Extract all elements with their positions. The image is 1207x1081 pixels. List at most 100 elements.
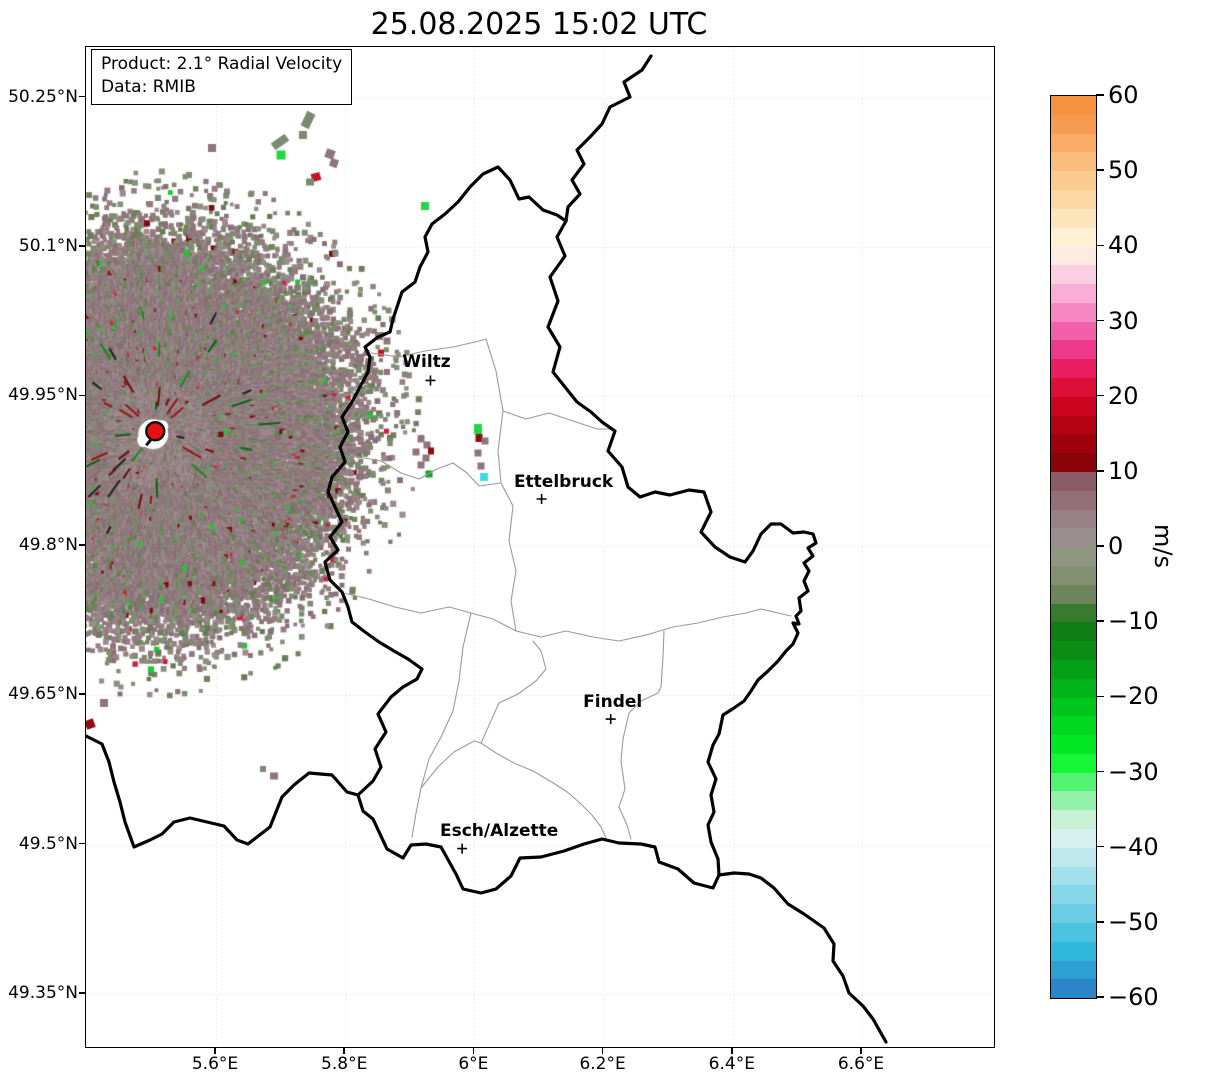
colorbar-unit-label: m/s xyxy=(1149,524,1177,568)
lat-tick-mark xyxy=(79,394,85,397)
colorbar-tick-mark xyxy=(1096,695,1104,698)
colorbar-band xyxy=(1051,434,1096,454)
lon-tick-mark xyxy=(472,1048,475,1054)
colorbar-tick-mark xyxy=(1096,394,1104,397)
map-plot-area: Wiltz Ettelbruck Findel Esch/Alzette xyxy=(85,46,995,1048)
lon-tick-label: 5.6°E xyxy=(191,1054,239,1074)
colorbar-tick-label: 50 xyxy=(1108,156,1139,185)
colorbar-band xyxy=(1051,565,1096,585)
page-title: 25.08.2025 15:02 UTC xyxy=(370,7,708,42)
colorbar-band xyxy=(1051,622,1096,642)
lon-tick-mark xyxy=(601,1048,604,1054)
radar-site-marker-tail xyxy=(145,438,153,447)
colorbar-tick-mark xyxy=(1096,620,1104,622)
canton-border-path xyxy=(352,455,502,487)
neighbor-border-path xyxy=(86,734,360,849)
city-label: Wiltz xyxy=(402,352,451,373)
colorbar-band xyxy=(1051,791,1096,811)
lon-tick-label: 6°E xyxy=(458,1054,489,1074)
colorbar-band xyxy=(1051,866,1096,886)
colorbar-band xyxy=(1051,471,1096,491)
colorbar-tick-mark xyxy=(1096,545,1104,547)
colorbar-band xyxy=(1051,753,1096,773)
colorbar-tick-mark xyxy=(1096,470,1104,472)
colorbar-band xyxy=(1051,171,1096,190)
colorbar-band xyxy=(1051,490,1096,510)
lat-tick-mark xyxy=(79,95,85,98)
colorbar-tick-label: 10 xyxy=(1108,456,1139,485)
colorbar-band xyxy=(1051,584,1096,604)
colorbar-tick-mark xyxy=(1096,996,1104,998)
colorbar-band xyxy=(1051,772,1096,792)
colorbar-band xyxy=(1051,114,1096,134)
colorbar-tick-label: 0 xyxy=(1108,532,1124,560)
lat-tick-mark xyxy=(79,693,85,695)
colorbar-band xyxy=(1051,133,1096,153)
colorbar-tick-label: −30 xyxy=(1108,757,1159,786)
colorbar-tick-label: −50 xyxy=(1108,907,1159,936)
canton-border-path xyxy=(420,640,547,789)
lat-tick-label: 49.8°N xyxy=(18,534,78,555)
lat-tick-mark xyxy=(79,992,85,994)
city-label: Esch/Alzette xyxy=(439,820,559,841)
colorbar-tick-label: 40 xyxy=(1108,231,1139,260)
colorbar-band xyxy=(1051,528,1096,548)
colorbar-band xyxy=(1051,321,1096,341)
colorbar-band xyxy=(1051,678,1096,698)
colorbar-tick-mark xyxy=(1096,921,1104,923)
neighbor-border-path xyxy=(564,54,653,223)
colorbar-band xyxy=(1051,547,1096,566)
colorbar-band xyxy=(1051,359,1096,378)
national-border-path xyxy=(323,165,818,895)
colorbar-tick-mark xyxy=(1096,845,1104,848)
colorbar-tick-label: −20 xyxy=(1108,682,1159,711)
city-marker-icon xyxy=(605,714,616,725)
canton-border-path xyxy=(485,338,517,632)
city-marker-icon xyxy=(536,493,547,504)
colorbar-band xyxy=(1051,941,1096,961)
colorbar-band xyxy=(1051,904,1096,924)
colorbar-tick-label: 30 xyxy=(1108,306,1139,335)
city-marker-icon xyxy=(425,375,436,386)
canton-border-path xyxy=(342,592,792,642)
colorbar-band xyxy=(1051,415,1096,435)
colorbar-band xyxy=(1051,829,1096,848)
lon-tick-label: 5.8°E xyxy=(321,1054,368,1074)
lon-tick-label: 6.4°E xyxy=(708,1054,755,1074)
canton-border-path xyxy=(370,338,487,358)
colorbar-band xyxy=(1051,453,1096,472)
canton-border-path xyxy=(502,410,614,430)
colorbar-band xyxy=(1051,377,1096,397)
lat-tick-mark xyxy=(79,842,85,845)
lat-tick-mark xyxy=(79,544,85,546)
colorbar-band xyxy=(1051,283,1096,303)
lat-tick-label: 49.5°N xyxy=(18,833,78,854)
neighbor-border-path xyxy=(717,871,888,1044)
colorbar-band xyxy=(1051,810,1096,830)
colorbar-band xyxy=(1051,716,1096,736)
colorbar-band xyxy=(1051,152,1096,172)
colorbar-band xyxy=(1051,227,1096,247)
colorbar-band xyxy=(1051,960,1096,980)
colorbar-band xyxy=(1051,208,1096,228)
lat-tick-label: 50.25°N xyxy=(8,86,78,107)
lat-tick-label: 50.1°N xyxy=(18,236,78,256)
colorbar-band xyxy=(1051,603,1096,623)
lon-tick-mark xyxy=(860,1048,862,1054)
colorbar-tick-label: −40 xyxy=(1108,832,1159,861)
colorbar-band xyxy=(1051,847,1096,867)
lat-tick-mark xyxy=(79,245,85,247)
radar-field-canvas xyxy=(86,47,994,1047)
city-label: Findel xyxy=(583,692,643,713)
colorbar-band xyxy=(1051,735,1096,754)
colorbar-tick-label: 20 xyxy=(1108,381,1139,410)
colorbar-tick-label: −60 xyxy=(1108,983,1159,1011)
product-info-line: Product: 2.1° Radial Velocity xyxy=(101,54,343,74)
colorbar xyxy=(1050,95,1097,999)
radar-site-marker xyxy=(145,421,166,442)
colorbar-band xyxy=(1051,659,1096,679)
lat-tick-label: 49.95°N xyxy=(8,385,78,406)
colorbar-tick-mark xyxy=(1096,770,1104,773)
lat-tick-label: 49.35°N xyxy=(8,983,78,1003)
